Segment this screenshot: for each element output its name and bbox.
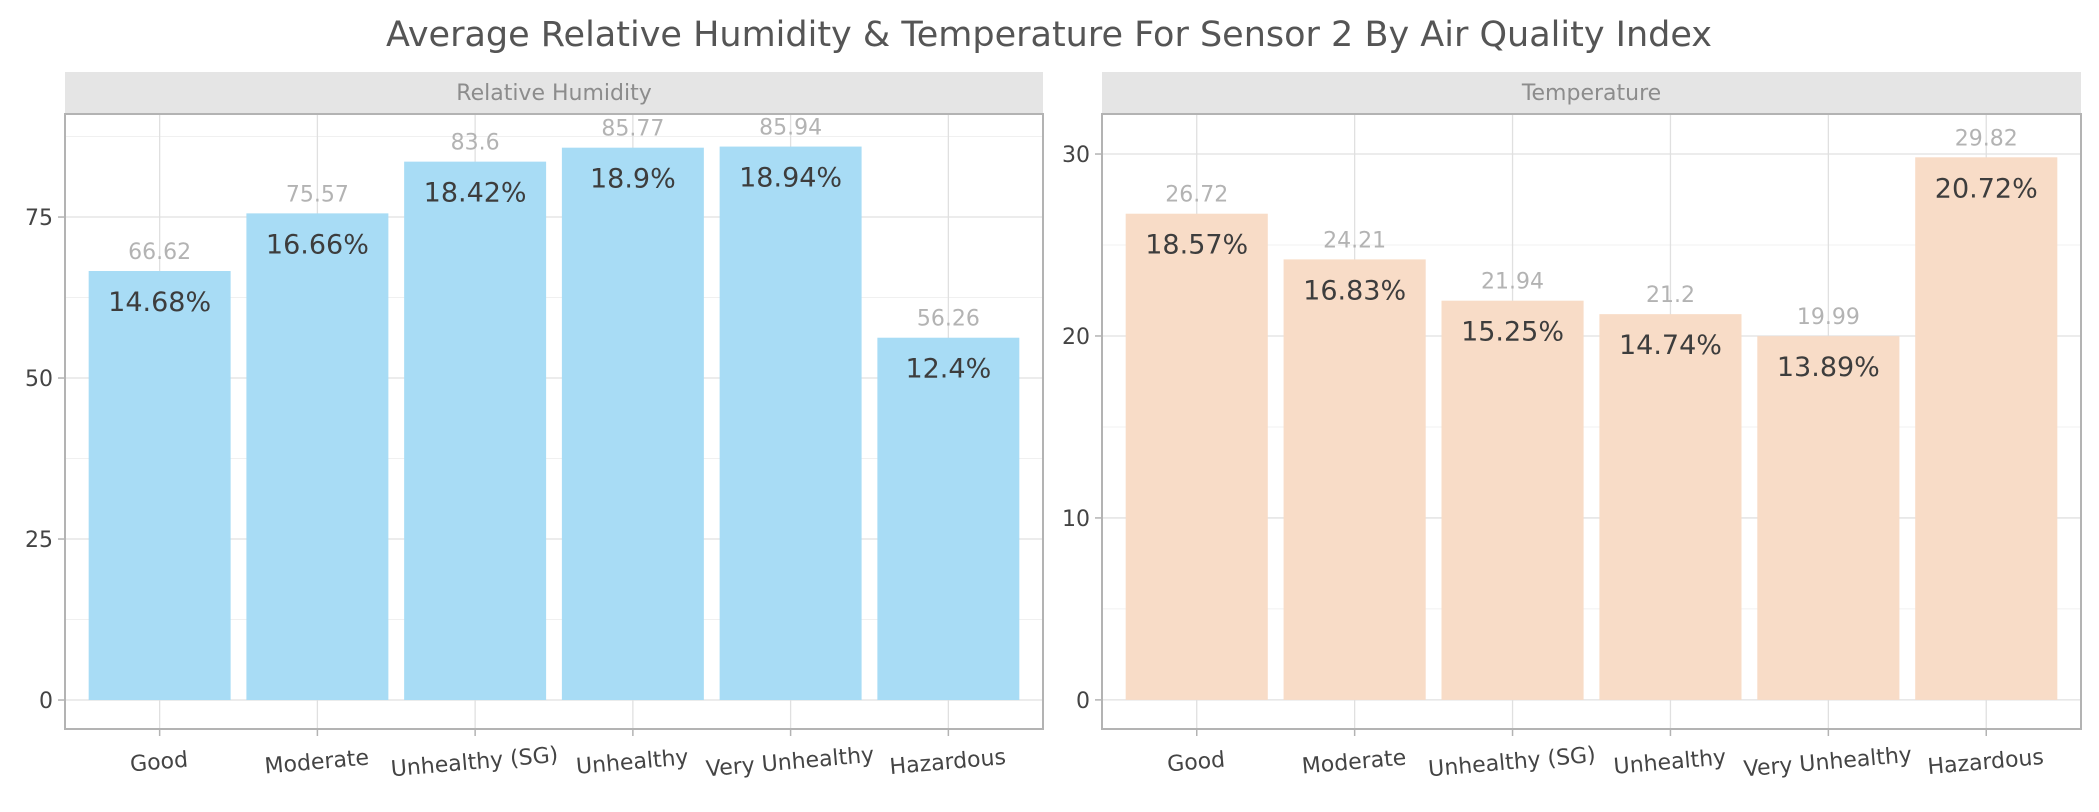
x-tick-label: Moderate — [264, 746, 370, 780]
y-tick-label: 0 — [1076, 689, 1090, 714]
bar-value-label: 29.82 — [1955, 126, 2018, 151]
y-tick-label: 25 — [25, 528, 53, 553]
y-tick-label: 30 — [1062, 143, 1090, 168]
y-tick-label: 75 — [25, 206, 53, 231]
x-tick-label: Very Unhealthy — [705, 743, 875, 783]
x-tick-label: Unhealthy (SG) — [1427, 743, 1596, 783]
bar-value-label: 21.94 — [1481, 270, 1544, 295]
bar-value-label: 26.72 — [1165, 183, 1228, 208]
bar-percent-label: 13.89% — [1777, 352, 1880, 383]
bar-percent-label: 18.42% — [424, 178, 527, 209]
bar-percent-label: 12.4% — [905, 354, 991, 385]
chart-title: Average Relative Humidity & Temperature … — [386, 15, 1712, 55]
bar-percent-label: 14.68% — [108, 287, 211, 318]
facet-strip — [65, 72, 1043, 113]
y-tick-label: 50 — [25, 367, 53, 392]
x-tick-label: Very Unhealthy — [1743, 743, 1913, 783]
bar-value-label: 83.6 — [451, 131, 500, 156]
bar-value-label: 85.94 — [759, 116, 822, 141]
bar-value-label: 75.57 — [286, 182, 349, 207]
bar-percent-label: 14.74% — [1619, 330, 1722, 361]
bar — [1283, 259, 1426, 700]
bar-value-label: 24.21 — [1323, 228, 1386, 253]
bar-percent-label: 18.57% — [1145, 230, 1248, 261]
bar-value-label: 85.77 — [601, 117, 664, 142]
facet-panel-relative-humidity: Relative Humidity 66.62 14.68% 75.57 16.66% 8… — [25, 72, 1044, 783]
bar-percent-label: 18.94% — [739, 163, 842, 194]
x-tick-label: Moderate — [1301, 746, 1407, 780]
facet-strip — [1102, 72, 2081, 113]
bar-percent-label: 16.83% — [1303, 275, 1406, 306]
bar — [1125, 213, 1268, 700]
panel-border — [1101, 113, 2082, 730]
bar — [877, 337, 1020, 701]
bar — [1757, 336, 1900, 700]
facet-strip-label: Temperature — [1521, 81, 1661, 106]
x-tick-label: Good — [1166, 748, 1226, 778]
bar-percent-label: 16.66% — [266, 229, 369, 260]
bar-value-label: 66.62 — [128, 240, 191, 265]
bar — [1915, 157, 2058, 700]
y-tick-label: 0 — [39, 689, 53, 714]
x-tick-label: Hazardous — [889, 745, 1007, 780]
y-tick-label: 10 — [1062, 507, 1090, 532]
x-tick-label: Unhealthy — [575, 745, 689, 780]
bar — [404, 161, 547, 701]
facet-panel-temperature: Temperature 26.72 18.57% 24.21 16.83% 21.94 15… — [1062, 72, 2082, 783]
x-tick-label: Unhealthy (SG) — [390, 743, 559, 783]
bar — [561, 147, 704, 701]
bar — [246, 213, 389, 701]
panel-border — [64, 113, 1044, 730]
bar-percent-label: 20.72% — [1935, 173, 2038, 204]
x-tick-label: Unhealthy — [1613, 745, 1727, 780]
bar-value-label: 21.2 — [1646, 283, 1695, 308]
bar — [1599, 314, 1742, 700]
x-tick-label: Hazardous — [1927, 745, 2045, 780]
bar — [1441, 300, 1584, 700]
x-tick-label: Good — [129, 748, 189, 778]
bar-value-label: 19.99 — [1797, 305, 1860, 330]
bar-percent-label: 18.9% — [590, 164, 676, 195]
bar-value-label: 56.26 — [917, 307, 980, 332]
bar — [719, 146, 862, 701]
bar — [88, 271, 231, 701]
facet-strip-label: Relative Humidity — [456, 81, 651, 106]
bar-percent-label: 15.25% — [1461, 317, 1564, 348]
facets: Relative Humidity 66.62 14.68% 75.57 16.66% 8… — [25, 72, 2082, 783]
y-tick-label: 20 — [1062, 325, 1090, 350]
